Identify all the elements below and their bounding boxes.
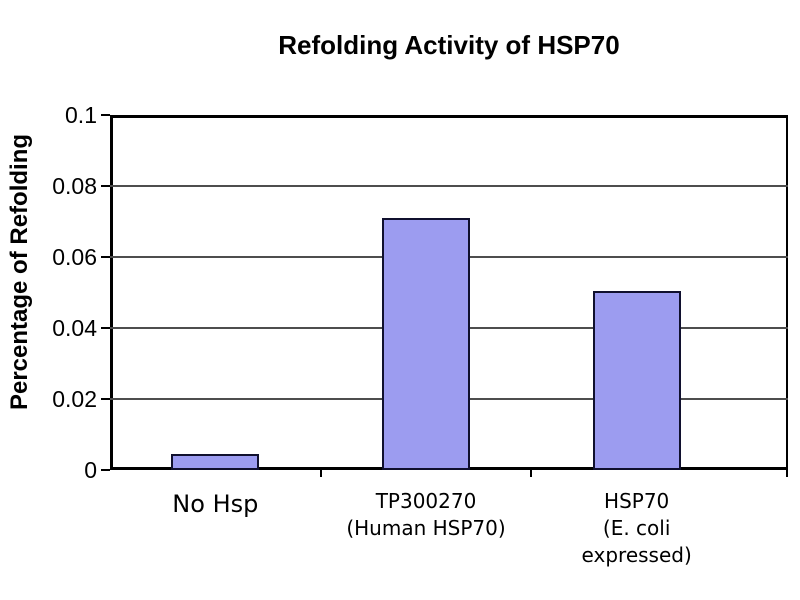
y-tick-label: 0.08 — [52, 173, 97, 199]
y-tick-mark — [101, 114, 110, 116]
x-category-label: No Hsp — [172, 490, 259, 518]
chart-title: Refolding Activity of HSP70 — [278, 30, 620, 60]
x-category-label: HSP70 (E. coli expressed) — [581, 489, 692, 567]
gridline — [110, 185, 788, 187]
y-tick-mark — [101, 398, 110, 400]
bar — [382, 217, 470, 470]
y-tick-label: 0.06 — [52, 244, 97, 270]
y-tick-mark — [101, 469, 110, 471]
y-tick-label: 0.1 — [65, 102, 97, 128]
y-tick-mark — [101, 327, 110, 329]
y-tick-label: 0.04 — [52, 315, 97, 341]
y-tick-label: 0 — [84, 457, 97, 483]
x-tick-mark — [530, 468, 533, 477]
bar — [171, 454, 260, 470]
y-tick-mark — [101, 256, 110, 258]
x-tick-mark — [319, 468, 322, 477]
x-category-label: TP300270 (Human HSP70) — [346, 489, 506, 540]
y-tick-mark — [101, 185, 110, 187]
x-tick-mark — [786, 468, 788, 477]
y-tick-label: 0.02 — [52, 386, 97, 412]
bar — [592, 290, 681, 470]
